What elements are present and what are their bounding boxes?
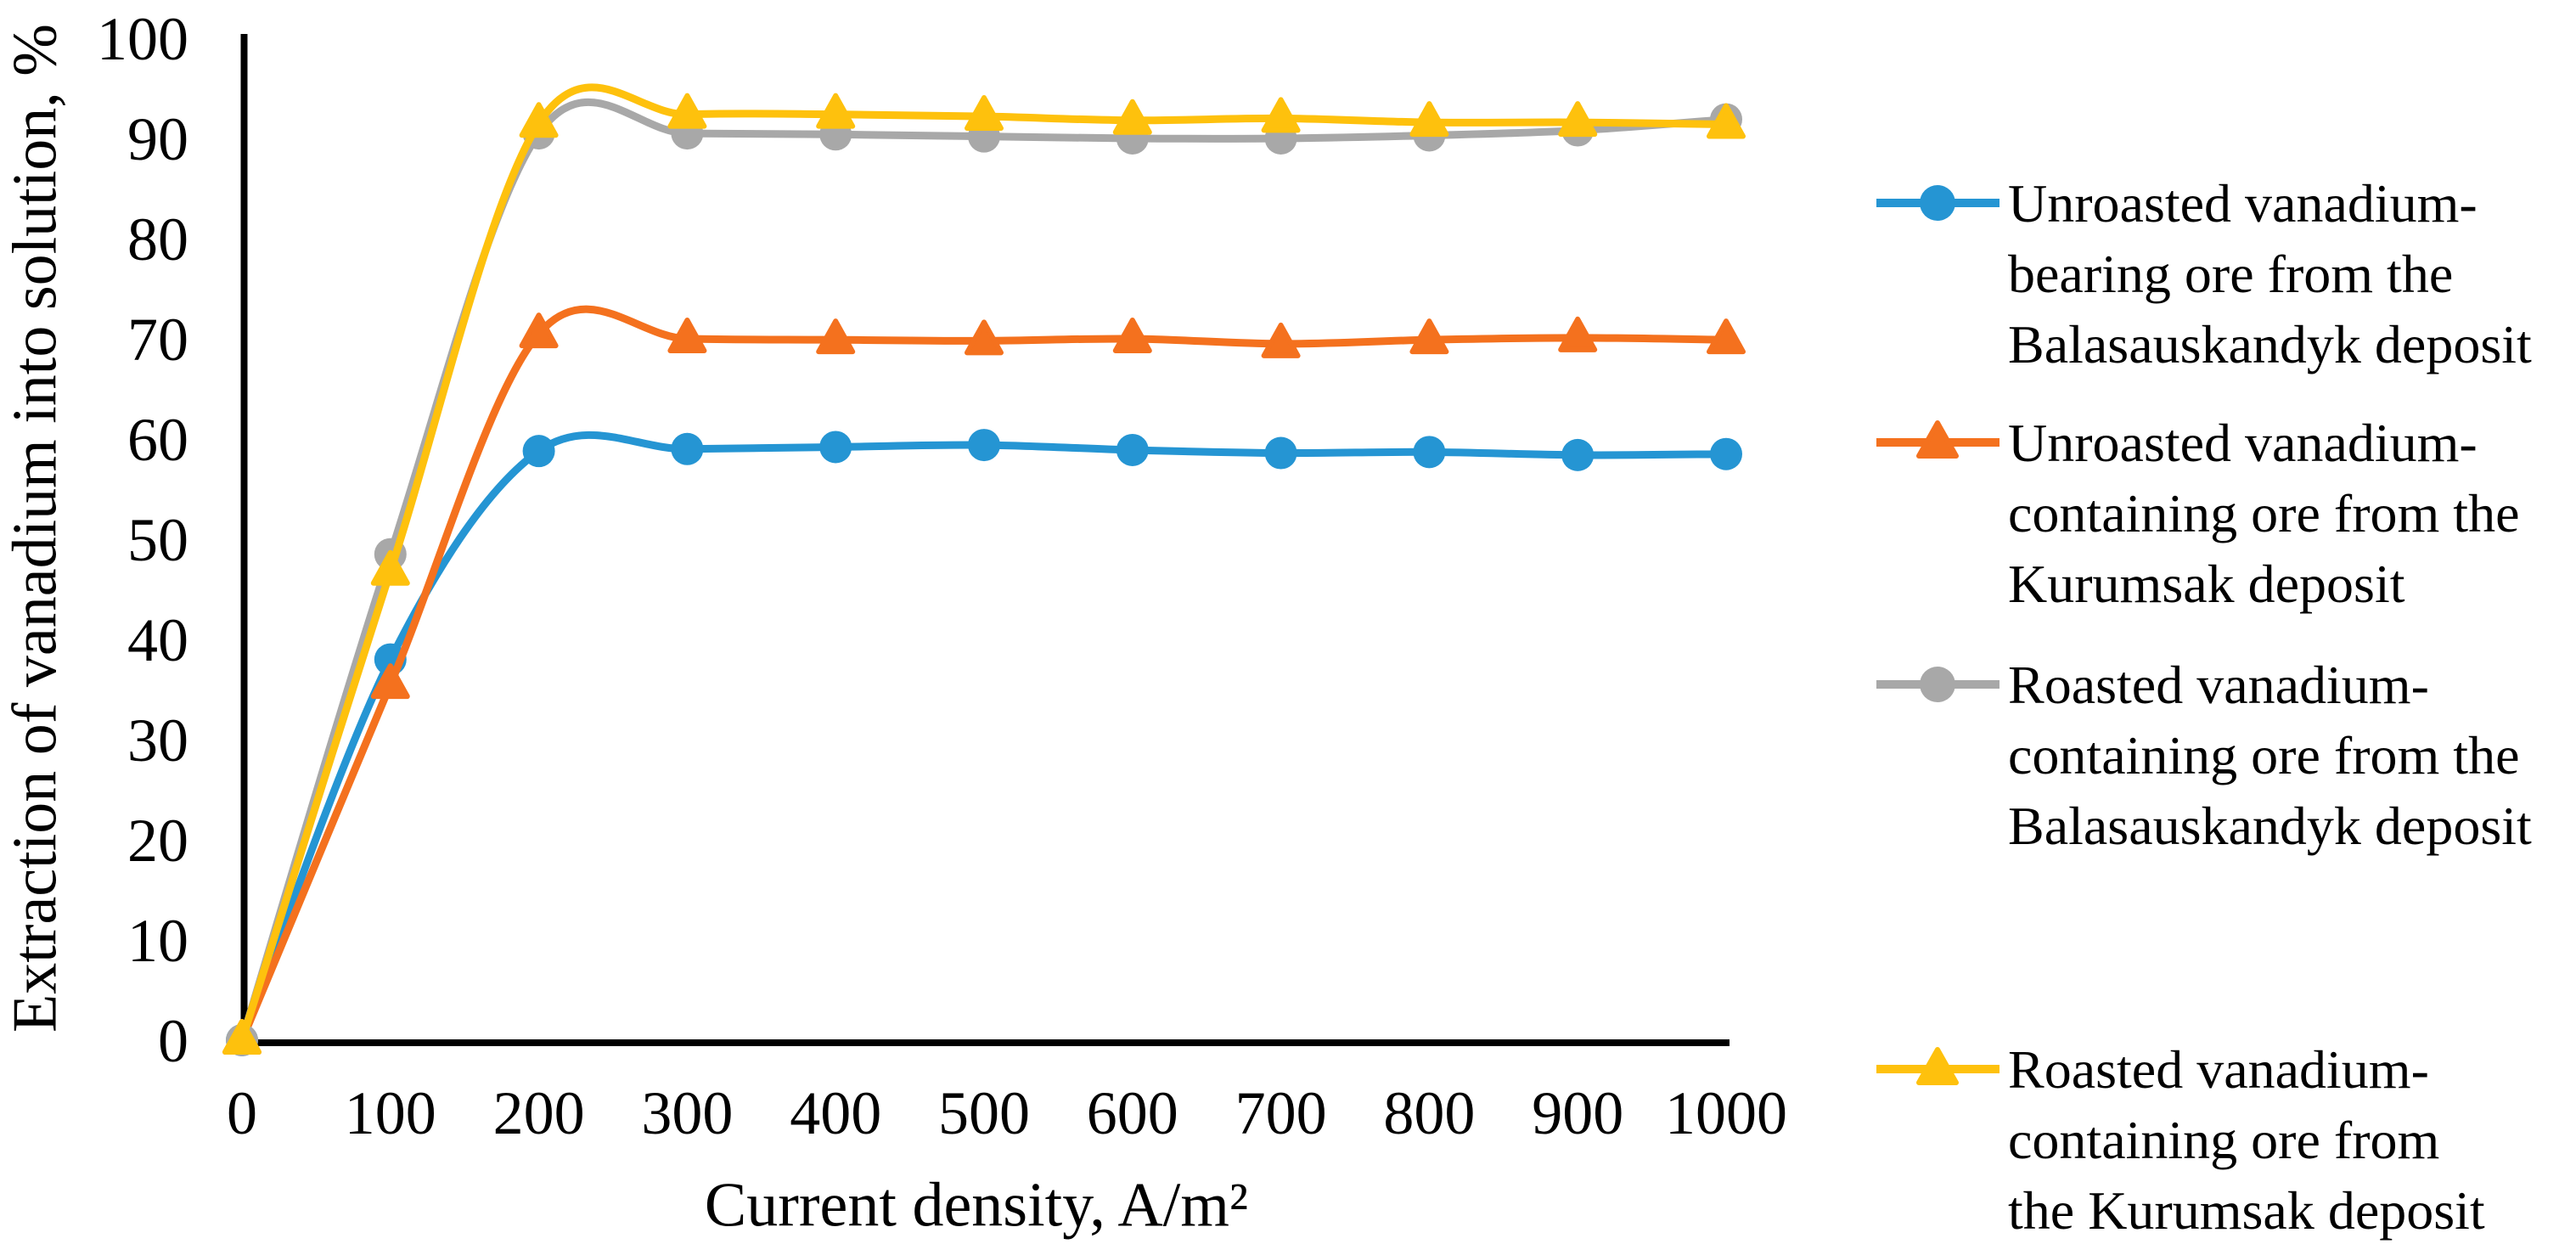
x-tick-label: 400 — [790, 1079, 881, 1147]
circle-marker — [522, 435, 555, 468]
triangle-marker — [965, 319, 1004, 356]
circle-marker — [1561, 438, 1595, 471]
y-tick-label: 0 — [158, 1007, 188, 1075]
triangle-marker — [370, 663, 410, 700]
y-tick-label: 30 — [127, 706, 188, 774]
series-1 — [222, 305, 1746, 1055]
triangle-marker — [965, 95, 1004, 132]
x-tick-label: 200 — [493, 1079, 585, 1147]
circle-marker — [968, 429, 1000, 462]
triangle-marker — [222, 1019, 262, 1055]
circle-marker — [1710, 437, 1742, 470]
triangle-marker — [370, 549, 410, 586]
x-tick-label: 1000 — [1665, 1079, 1787, 1147]
x-tick-label: 700 — [1235, 1079, 1327, 1147]
triangle-marker — [1558, 101, 1598, 138]
x-tick-label: 800 — [1383, 1079, 1475, 1147]
triangle-marker — [1261, 97, 1301, 133]
triangle-marker — [1558, 316, 1598, 352]
triangle-marker — [1261, 322, 1301, 358]
x-tick-label: 500 — [938, 1079, 1030, 1147]
triangle-marker — [1707, 103, 1746, 139]
triangle-marker — [667, 93, 707, 129]
y-tick-label: 20 — [127, 807, 188, 875]
y-tick-label: 100 — [97, 5, 188, 73]
circle-marker — [819, 431, 852, 464]
x-axis-title: Current density, A/m² — [704, 1170, 1249, 1241]
x-tick-label: 900 — [1532, 1079, 1623, 1147]
series-3 — [222, 83, 1746, 1055]
series-line — [238, 83, 1730, 1044]
y-tick-label: 10 — [127, 907, 188, 975]
circle-marker — [671, 432, 704, 465]
y-tick-label: 80 — [127, 205, 188, 273]
series-line — [238, 305, 1730, 1044]
x-tick-label: 100 — [345, 1079, 436, 1147]
triangle-marker — [1112, 99, 1152, 135]
circle-marker — [1264, 436, 1297, 470]
triangle-marker — [667, 318, 707, 353]
x-tick-label: 600 — [1087, 1079, 1178, 1147]
x-tick-label: 0 — [227, 1079, 257, 1147]
triangle-marker — [1707, 318, 1746, 355]
circle-marker — [1116, 433, 1149, 466]
triangle-marker — [1409, 101, 1449, 138]
series-line — [238, 431, 1730, 1044]
triangle-marker — [816, 318, 856, 355]
y-tick-label: 60 — [127, 406, 188, 474]
y-tick-label: 90 — [127, 105, 188, 173]
circle-marker — [1413, 436, 1446, 469]
triangle-marker — [519, 102, 559, 138]
y-tick-label: 40 — [127, 606, 188, 674]
y-tick-label: 50 — [127, 506, 188, 574]
triangle-marker — [519, 312, 559, 349]
series-2 — [226, 98, 1742, 1056]
triangle-marker — [816, 93, 856, 129]
x-tick-label: 300 — [641, 1079, 733, 1147]
triangle-marker — [1409, 318, 1449, 355]
triangle-marker — [1112, 318, 1152, 353]
series-line — [238, 98, 1730, 1044]
y-tick-label: 70 — [127, 306, 188, 374]
y-axis-title: Extraction of vanadium into solution, % — [0, 24, 70, 1033]
